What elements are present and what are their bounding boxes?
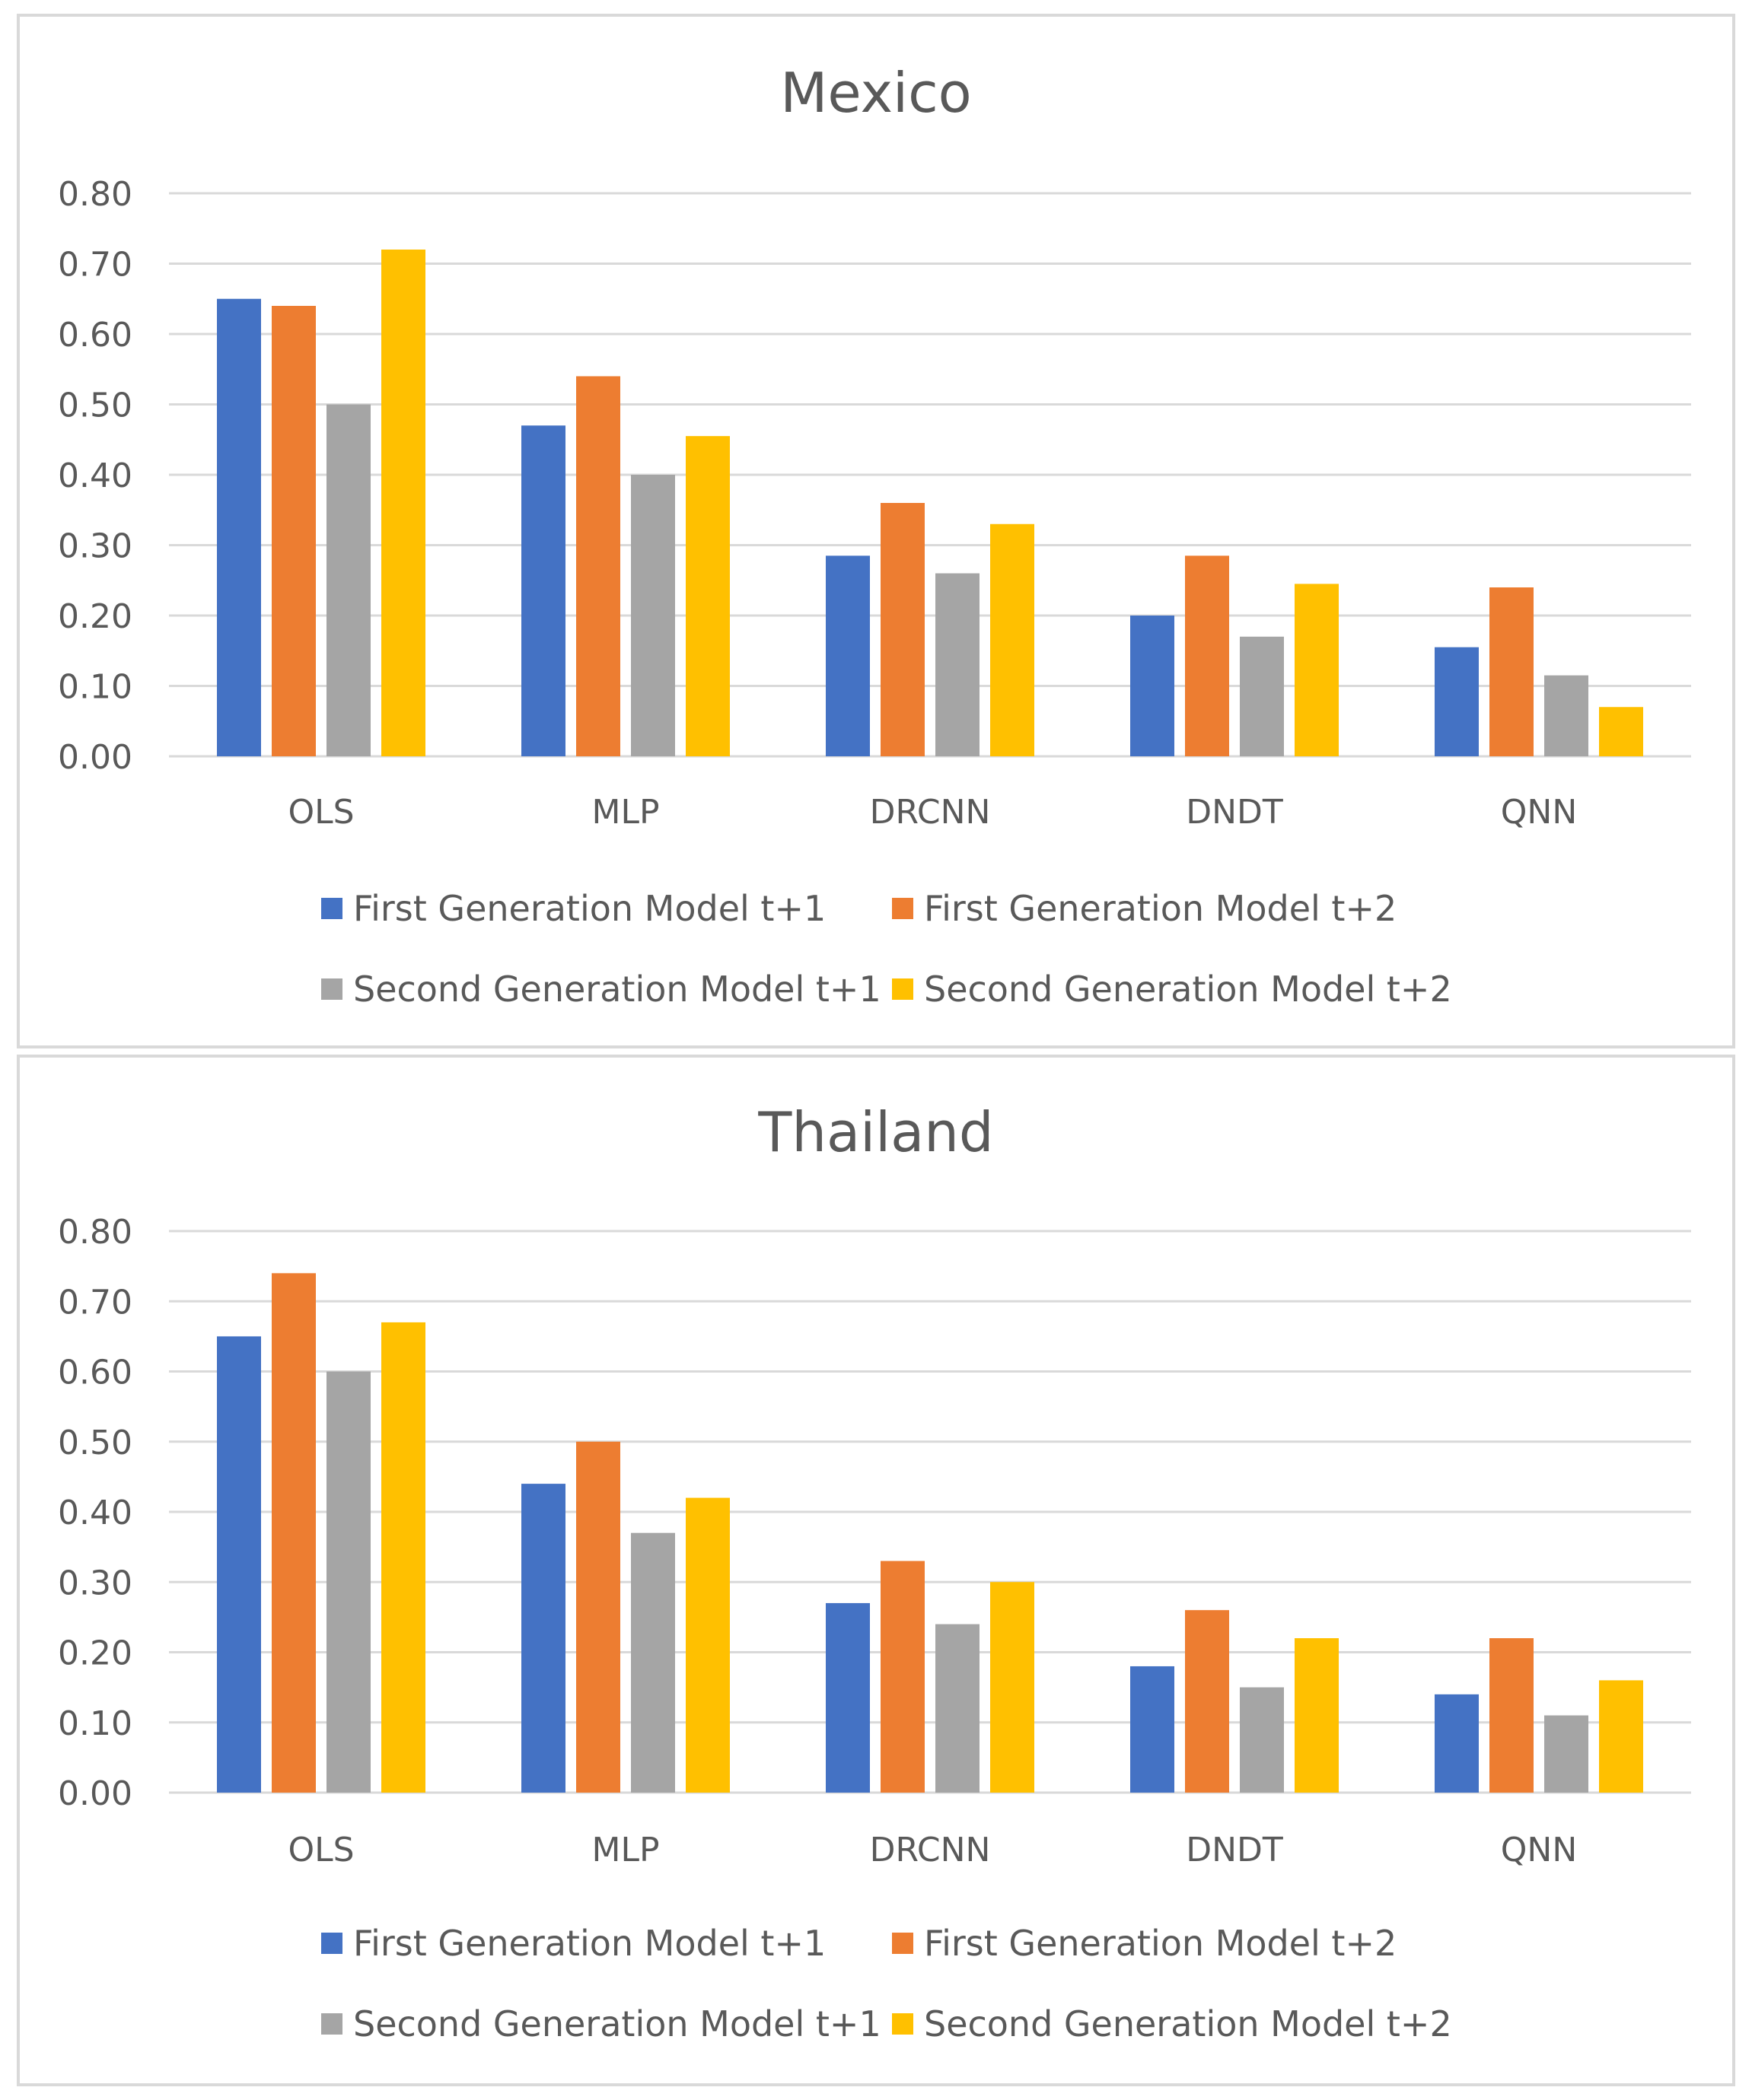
bar [381, 250, 425, 756]
legend-swatch [892, 978, 913, 1000]
legend-label: Second Generation Model t+2 [924, 2003, 1452, 2044]
legend-swatch [321, 978, 342, 1000]
legend-label: First Generation Model t+2 [924, 888, 1397, 929]
bar [381, 1322, 425, 1793]
legend-item: First Generation Model t+1 [321, 886, 826, 931]
bar [1489, 587, 1534, 756]
chart-plot-thailand: 0.00 0.10 0.20 0.30 0.40 0.50 0.60 0.70 0.80 OLS M… [58, 1213, 1691, 1869]
bar [686, 1497, 730, 1793]
y-tick-label: 0.50 [58, 387, 132, 425]
bar [686, 436, 730, 756]
legend-label: Second Generation Model t+1 [353, 2003, 881, 2044]
legend-swatch [321, 898, 342, 919]
bar [217, 298, 261, 756]
x-tick-label: MLP [591, 793, 659, 832]
y-tick-label: 0.30 [58, 1564, 132, 1602]
x-tick-label: OLS [288, 1831, 354, 1869]
bar [935, 1624, 980, 1793]
y-tick-label: 0.80 [58, 175, 132, 214]
bar [826, 555, 870, 756]
legend-item: First Generation Model t+1 [321, 1920, 826, 1966]
x-tick-label: OLS [288, 793, 354, 832]
bar [1295, 584, 1339, 756]
y-tick-label: 0.10 [58, 1704, 132, 1743]
x-tick-label: DNDT [1186, 793, 1283, 832]
bar [576, 1441, 620, 1793]
legend-label: First Generation Model t+2 [924, 1923, 1397, 1964]
legend-label: Second Generation Model t+1 [353, 969, 881, 1010]
y-tick-label: 0.70 [58, 1283, 132, 1322]
bar [631, 1532, 675, 1793]
chart-panel-mexico: 0.00 0.10 0.20 0.30 0.40 0.50 0.60 0.70 0.80 OLS M… [17, 14, 1735, 1048]
y-tick-label: 0.00 [58, 1774, 132, 1813]
bar [1435, 1694, 1479, 1793]
y-tick-label: 0.00 [58, 738, 132, 777]
y-tick-label: 0.60 [58, 316, 132, 355]
bar [521, 1484, 565, 1793]
bar [1489, 1638, 1534, 1793]
y-tick-label: 0.80 [58, 1213, 132, 1252]
chart-plot-mexico: 0.00 0.10 0.20 0.30 0.40 0.50 0.60 0.70 0.80 OLS M… [58, 175, 1691, 832]
y-tick-label: 0.60 [58, 1354, 132, 1392]
x-tick-label: DNDT [1186, 1831, 1283, 1869]
bar [1295, 1638, 1339, 1793]
bar [881, 1561, 925, 1793]
x-tick-label: QNN [1501, 793, 1577, 832]
bar [1544, 1715, 1588, 1793]
bar [631, 475, 675, 756]
y-tick-label: 0.20 [58, 597, 132, 636]
bar [935, 573, 980, 756]
y-tick-label: 0.40 [58, 1494, 132, 1532]
bar [1240, 636, 1284, 756]
legend-label: First Generation Model t+1 [353, 1923, 827, 1964]
chart-title: Mexico [780, 61, 972, 125]
legend-label: Second Generation Model t+2 [924, 969, 1452, 1010]
bar [990, 1582, 1034, 1793]
bar [990, 523, 1034, 756]
bar [327, 404, 371, 756]
y-tick-label: 0.10 [58, 668, 132, 707]
legend-swatch [321, 1933, 342, 1954]
bar [521, 425, 565, 756]
bar [1599, 707, 1643, 756]
bar [1599, 1680, 1643, 1793]
x-tick-label: QNN [1501, 1831, 1577, 1869]
legend-label: First Generation Model t+1 [353, 888, 827, 929]
bar [217, 1336, 261, 1793]
x-tick-label: DRCNN [870, 793, 991, 832]
legend-swatch [321, 2013, 342, 2035]
bar [1240, 1687, 1284, 1793]
y-tick-label: 0.50 [58, 1424, 132, 1462]
legend-swatch [892, 1933, 913, 1954]
chart-panel-thailand: 0.00 0.10 0.20 0.30 0.40 0.50 0.60 0.70 0.80 OLS M… [17, 1055, 1735, 2086]
bar [826, 1602, 870, 1793]
legend-item: First Generation Model t+2 [892, 1920, 1397, 1966]
legend-item: First Generation Model t+2 [892, 886, 1397, 931]
x-tick-label: MLP [591, 1831, 659, 1869]
x-tick-label: DRCNN [870, 1831, 991, 1869]
legend-swatch [892, 898, 913, 919]
bar [1544, 675, 1588, 756]
y-tick-label: 0.20 [58, 1634, 132, 1673]
bar [1185, 555, 1229, 756]
legend-item: Second Generation Model t+2 [892, 966, 1452, 1012]
bar [1185, 1610, 1229, 1793]
bar [1130, 1666, 1174, 1793]
legend-swatch [892, 2013, 913, 2035]
bar [1130, 616, 1174, 756]
legend-item: Second Generation Model t+2 [892, 2001, 1452, 2047]
legend-item: Second Generation Model t+1 [321, 2001, 881, 2047]
bar [272, 306, 316, 756]
bar [576, 376, 620, 756]
bar [881, 503, 925, 756]
y-tick-label: 0.30 [58, 527, 132, 566]
y-tick-label: 0.70 [58, 246, 132, 285]
bar [1435, 647, 1479, 756]
y-tick-label: 0.40 [58, 457, 132, 495]
legend-item: Second Generation Model t+1 [321, 966, 881, 1012]
bar [272, 1273, 316, 1793]
bar [327, 1371, 371, 1793]
chart-title: Thailand [758, 1100, 994, 1164]
